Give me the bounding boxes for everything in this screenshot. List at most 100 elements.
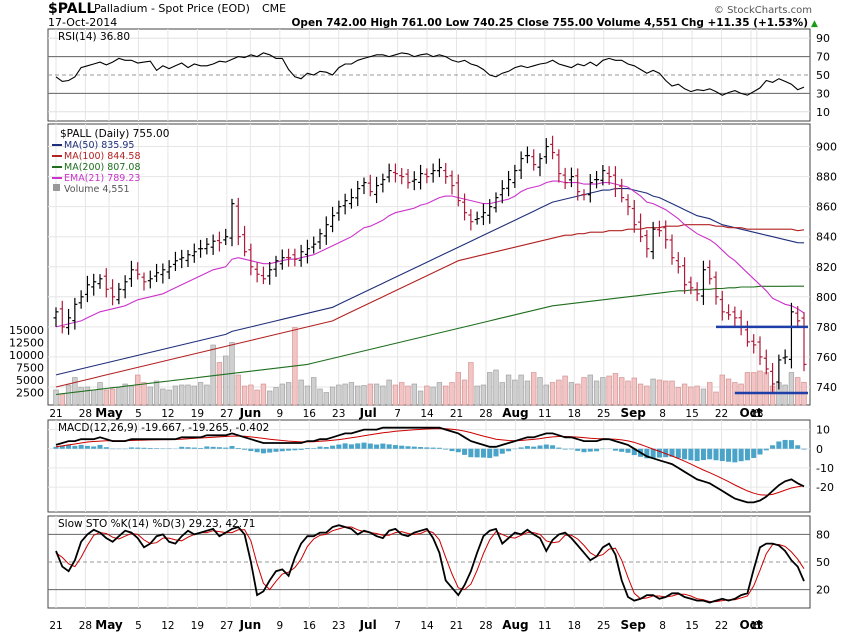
macd-histogram-bar	[273, 449, 278, 452]
volume-bar	[406, 386, 411, 405]
volume-bar	[619, 378, 624, 406]
macd-histogram-bar	[148, 448, 153, 449]
volume-bar	[368, 384, 373, 405]
volume-bar	[255, 390, 260, 405]
macd-histogram-bar	[198, 448, 203, 449]
ma-legend-label: MA(50) 835.95	[64, 140, 134, 151]
x-tick-label: 21	[450, 620, 463, 632]
volume-bar	[513, 380, 518, 405]
volume-bar	[575, 384, 580, 405]
x-tick-label: 28	[79, 408, 92, 420]
volume-bar	[632, 378, 637, 405]
x-tick-label: 5	[135, 408, 142, 420]
x-tick-label: 27	[220, 408, 233, 420]
volume-bar	[714, 392, 719, 405]
volume-bar	[745, 373, 750, 406]
macd-histogram-bar	[739, 449, 744, 461]
macd-histogram-bar	[236, 448, 241, 449]
macd-histogram-bar	[783, 440, 788, 449]
x-tick-label: Aug	[502, 618, 528, 632]
macd-histogram-bar	[437, 448, 442, 449]
volume-bar	[563, 376, 568, 405]
macd-histogram-bar	[305, 448, 310, 449]
volume-bar	[783, 385, 788, 405]
volume-bar	[280, 384, 285, 405]
macd-histogram-bar	[292, 449, 297, 451]
macd-histogram-bar	[418, 447, 423, 449]
macd-histogram-bar	[493, 449, 498, 457]
volume-bar	[223, 356, 228, 405]
ma-legend-label: MA(200) 807.08	[64, 162, 141, 173]
x-tick-label: Sep	[621, 406, 647, 420]
x-tick-label: 13	[750, 620, 763, 632]
macd-histogram-bar	[481, 449, 486, 458]
macd-histogram-bar	[801, 449, 806, 450]
x-tick-label: 21	[49, 620, 62, 632]
macd-histogram-bar	[141, 448, 146, 449]
volume-bar	[412, 384, 417, 405]
chart-date: 17-Oct-2014	[48, 16, 117, 29]
x-tick-label: 7	[394, 408, 401, 420]
volume-tick-label: 10000	[9, 349, 44, 362]
x-tick-label: 11	[538, 408, 551, 420]
change-up-icon: ▲	[811, 19, 818, 29]
volume-bar	[117, 388, 122, 406]
volume-bar	[79, 388, 84, 406]
volume-bar	[431, 387, 436, 405]
macd-histogram-bar	[355, 443, 360, 448]
macd-histogram-bar	[701, 449, 706, 460]
volume-bar	[739, 384, 744, 405]
macd-histogram-bar	[525, 446, 530, 449]
rsi-tick-label: 70	[816, 51, 830, 64]
macd-histogram-bar	[343, 443, 348, 448]
x-tick-label: May	[95, 406, 123, 420]
volume-bar	[531, 373, 536, 406]
macd-histogram-bar	[393, 445, 398, 449]
x-tick-label: Sep	[621, 618, 647, 632]
x-tick-label: 8	[659, 620, 666, 632]
volume-bar	[550, 383, 555, 406]
volume-bar	[161, 389, 166, 405]
macd-histogram-bar	[569, 449, 574, 450]
volume-bar	[236, 375, 241, 405]
macd-histogram-bar	[97, 445, 102, 449]
macd-histogram-bar	[229, 446, 234, 449]
x-tick-label: 19	[191, 620, 204, 632]
volume-bar	[645, 386, 650, 405]
volume-bar	[148, 387, 153, 405]
ma-legend-label: MA(100) 844.58	[64, 151, 141, 162]
volume-bar	[469, 363, 474, 406]
volume-bar	[519, 375, 524, 405]
volume-bar	[720, 375, 725, 405]
macd-histogram-bar	[757, 449, 762, 455]
volume-bar	[481, 385, 486, 405]
volume-bar	[695, 386, 700, 405]
macd-histogram-bar	[53, 447, 58, 449]
macd-tick-label: -20	[816, 481, 834, 494]
volume-bar	[437, 383, 442, 406]
volume-legend-swatch	[53, 184, 60, 191]
macd-histogram-bar	[713, 449, 718, 461]
volume-bar	[506, 375, 511, 405]
x-tick-label: Jun	[239, 618, 262, 632]
x-tick-label: 9	[276, 408, 283, 420]
instrument-name: Palladium - Spot Price (EOD)	[94, 2, 250, 15]
volume-bar	[663, 381, 668, 405]
volume-bar	[186, 385, 191, 405]
macd-histogram-bar	[695, 449, 700, 461]
x-tick-label: 9	[276, 620, 283, 632]
macd-histogram-bar	[449, 449, 454, 451]
macd-histogram-bar	[104, 447, 109, 449]
volume-bar	[311, 378, 316, 406]
macd-histogram-bar	[462, 449, 467, 455]
macd-histogram-bar	[588, 449, 593, 452]
x-tick-label: 18	[568, 408, 581, 420]
macd-histogram-bar	[179, 447, 184, 449]
macd-histogram-bar	[732, 449, 737, 463]
x-tick-label: 12	[161, 408, 174, 420]
volume-bar	[557, 380, 562, 405]
macd-histogram-bar	[242, 449, 247, 450]
macd-histogram-bar	[387, 444, 392, 448]
macd-histogram-bar	[751, 449, 756, 458]
